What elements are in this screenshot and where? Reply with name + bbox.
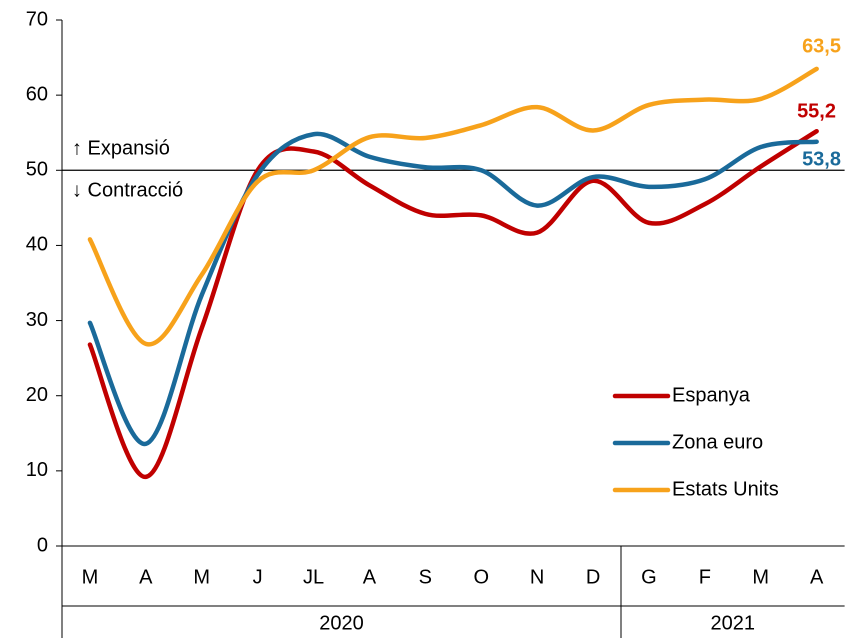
y-tick-label: 40	[26, 234, 48, 256]
y-tick-label: 10	[26, 459, 48, 481]
value-label: 63,5	[802, 35, 841, 57]
y-tick-label: 0	[37, 534, 48, 556]
x-tick-label: N	[530, 566, 544, 588]
x-tick-label: M	[752, 566, 769, 588]
x-tick-label: A	[363, 566, 377, 588]
legend-label: Estats Units	[672, 478, 779, 500]
y-tick-label: 20	[26, 384, 48, 406]
value-label: 53,8	[802, 148, 841, 170]
x-tick-label: JL	[303, 566, 324, 588]
x-tick-label: D	[586, 566, 600, 588]
x-tick-label: S	[419, 566, 432, 588]
group-label: 2021	[711, 612, 756, 634]
x-tick-label: M	[193, 566, 210, 588]
x-tick-label: A	[810, 566, 824, 588]
annotation: ↓ Contracció	[72, 180, 183, 202]
x-tick-label: M	[82, 566, 99, 588]
line	[87, 131, 819, 447]
y-tick-label: 60	[26, 83, 48, 105]
line	[87, 66, 819, 347]
x-tick-label: G	[641, 566, 657, 588]
x-tick-label: F	[699, 566, 711, 588]
line	[87, 128, 819, 480]
y-tick-label: 30	[26, 309, 48, 331]
x-tick-label: J	[253, 566, 263, 588]
value-label: 55,2	[797, 100, 836, 122]
x-tick-label: A	[139, 566, 153, 588]
y-tick-label: 50	[26, 159, 48, 181]
y-tick-label: 70	[26, 8, 48, 30]
group-label: 2020	[319, 612, 364, 634]
annotation: ↑ Expansió	[72, 138, 170, 160]
legend-label: Zona euro	[672, 431, 763, 453]
x-tick-label: O	[473, 566, 489, 588]
legend-label: Espanya	[672, 384, 751, 406]
